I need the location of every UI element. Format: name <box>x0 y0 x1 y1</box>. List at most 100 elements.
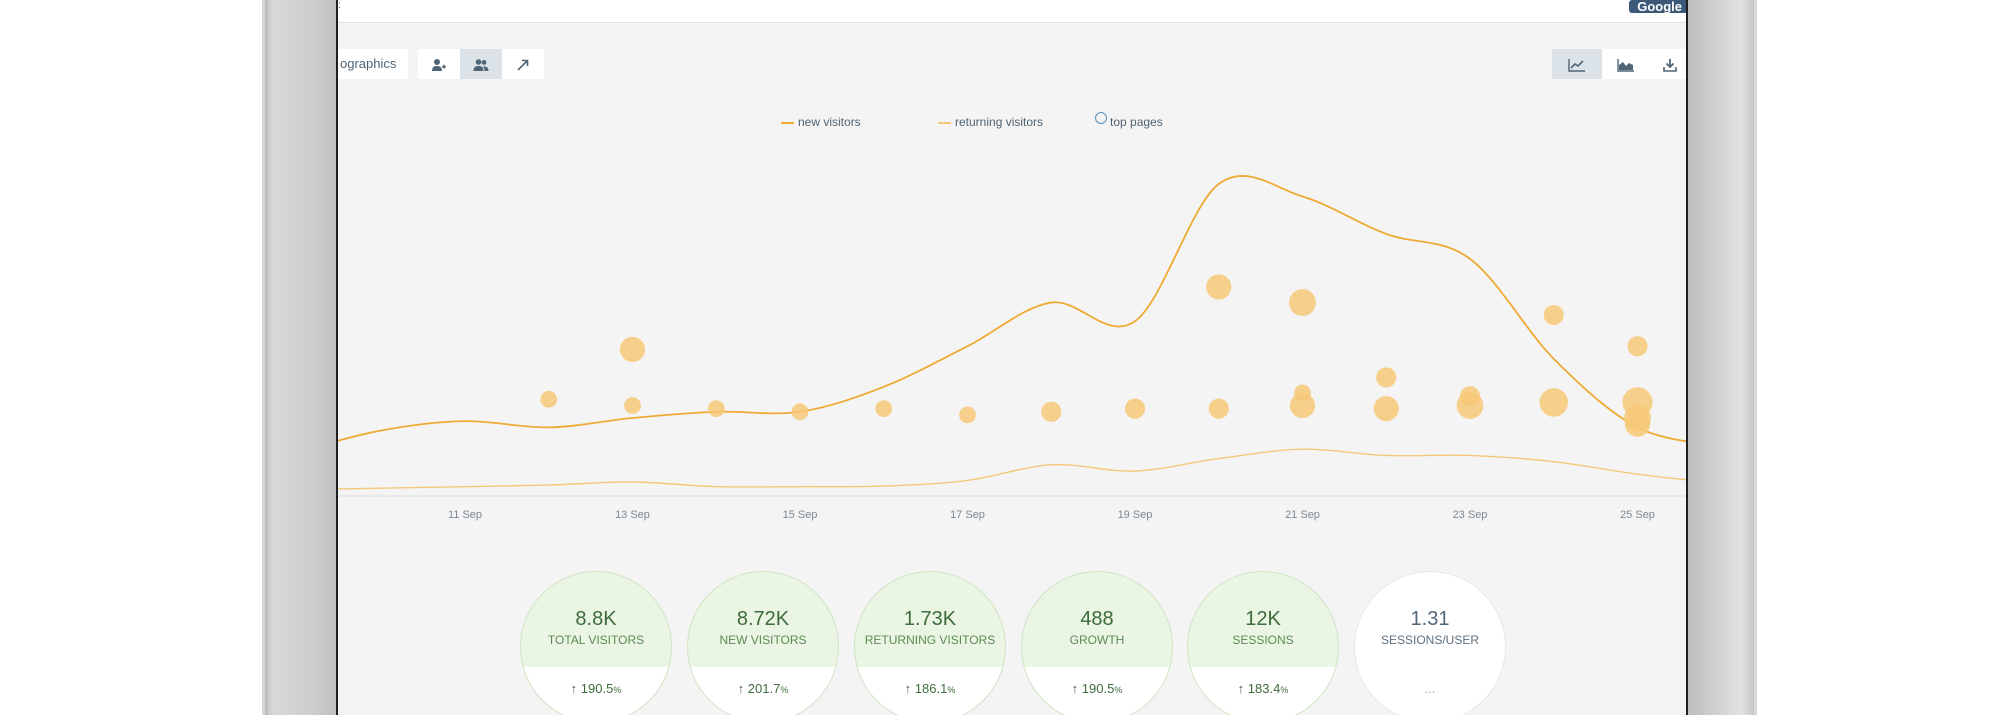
stat-returning-visitors: 1.73K Returning Visitors ↑ 186.1% <box>854 571 1006 715</box>
stat-growth: 488 Growth ↑ 190.5% <box>1021 571 1173 715</box>
legend-top-label: top pages <box>1110 115 1163 129</box>
new-visitors-line <box>338 175 1686 443</box>
legend-line-marker <box>938 121 951 124</box>
stat-change-value: 183.4 <box>1247 681 1281 696</box>
stat-label: Total Visitors <box>547 633 645 647</box>
download-icon <box>1663 56 1677 72</box>
growth-button[interactable] <box>502 49 544 79</box>
stat-label: Sessions/User <box>1380 633 1480 647</box>
users-icon <box>473 56 489 71</box>
x-tick-label: 15 Sep <box>783 509 818 521</box>
top-pages-bubble <box>1376 367 1397 388</box>
top-pages-bubble <box>959 406 976 424</box>
line-chart-button[interactable] <box>1552 49 1602 79</box>
stat-value: 8.8K <box>575 608 617 630</box>
visitors-chart: 11 Sep 13 Sep 15 Sep 17 Sep 19 Sep 21 Sep 23 S… <box>338 175 1686 521</box>
stat-change-value: 186.1 <box>914 681 948 696</box>
legend-top-pages[interactable]: top pages <box>1095 112 1163 130</box>
legend-circle-marker <box>1095 112 1107 124</box>
top-pages-bubble <box>791 403 809 421</box>
top-pages-bubble <box>1627 336 1648 357</box>
brand-badge: Google <box>1629 0 1686 13</box>
stat-change: ↑ 183.4% <box>1237 681 1289 696</box>
browser-top-bar: : Google <box>338 0 1686 23</box>
top-pages-bubble <box>1624 411 1651 437</box>
x-tick-label: 13 Sep <box>615 509 650 521</box>
legend-returning-visitors[interactable]: returning visitors <box>938 114 1043 130</box>
area-chart-button[interactable] <box>1602 49 1650 79</box>
stat-bottom-band <box>1355 667 1505 715</box>
laptop-screen: : Google ographics <box>336 0 1688 715</box>
top-pages-bubble <box>1041 401 1062 422</box>
add-user-icon <box>431 56 447 71</box>
new-users-button[interactable] <box>418 49 460 79</box>
top-pages-bubble <box>1456 392 1484 419</box>
top-pages-bubble <box>875 400 893 418</box>
corner-mark: : <box>338 0 341 11</box>
x-tick-label: 19 Sep <box>1118 509 1153 521</box>
stat-bottom-band <box>855 667 1005 715</box>
stat-change-unit: % <box>947 685 956 695</box>
area-chart-icon <box>1617 56 1635 72</box>
top-pages-bubble <box>1289 392 1316 419</box>
stat-value: 488 <box>1080 608 1114 630</box>
x-tick-label: 23 Sep <box>1453 509 1488 521</box>
top-pages-bubble <box>707 400 725 418</box>
x-tick-label: 11 Sep <box>448 509 482 521</box>
legend-new-label: new visitors <box>798 115 861 129</box>
stat-label: Returning Visitors <box>864 633 996 647</box>
stat-change-value: ... <box>1424 681 1436 696</box>
top-pages-bubble <box>540 390 558 408</box>
legend-line-marker <box>781 121 794 124</box>
all-users-button[interactable] <box>460 49 502 79</box>
stat-sessions-per-user: 1.31 Sessions/User ... <box>1354 571 1506 715</box>
stat-change-value: 190.5 <box>1081 681 1115 696</box>
stat-change: ↑ 186.1% <box>904 681 956 696</box>
laptop-bezel-right <box>1688 0 1757 715</box>
legend-new-visitors[interactable]: new visitors <box>781 114 861 130</box>
stat-change: ↑ 201.7% <box>737 681 789 696</box>
line-chart-icon <box>1568 56 1586 72</box>
stat-label: Sessions <box>1232 633 1294 647</box>
stat-change-unit: % <box>1280 685 1289 695</box>
stat-change-unit: % <box>613 685 622 695</box>
stat-new-visitors: 8.72K New Visitors ↑ 201.7% <box>687 571 839 715</box>
stat-change-value: 190.5 <box>580 681 614 696</box>
stat-label: Growth <box>1069 633 1125 647</box>
stat-change-unit: % <box>780 685 789 695</box>
top-pages-bubble <box>1539 388 1569 417</box>
top-pages-bubble <box>1208 398 1229 419</box>
stat-value: 8.72K <box>736 608 790 630</box>
top-pages-bubble <box>619 336 646 362</box>
x-tick-label: 17 Sep <box>950 509 985 521</box>
stat-change: ↑ 190.5% <box>570 681 622 696</box>
stat-change-unit: % <box>1114 685 1123 695</box>
x-tick-label: 21 Sep <box>1285 509 1320 521</box>
stat-total-visitors: 8.8K Total Visitors ↑ 190.5% <box>520 571 672 715</box>
x-tick-label: 25 Sep <box>1620 509 1655 521</box>
download-button[interactable] <box>1650 49 1686 79</box>
stat-change: ↑ 190.5% <box>1071 681 1123 696</box>
laptop-bezel-left <box>262 0 339 715</box>
stat-bottom-band <box>688 667 838 715</box>
stat-bottom-band <box>521 667 671 715</box>
stat-value: 1.73K <box>903 608 957 630</box>
stat-change: ... <box>1355 681 1505 696</box>
demographics-button[interactable]: ographics <box>338 49 408 79</box>
top-pages-bubble <box>1543 304 1564 326</box>
trend-arrow-icon <box>516 56 530 71</box>
top-pages-bubble <box>1289 289 1316 316</box>
stat-bottom-band <box>1022 667 1172 715</box>
top-pages-bubble <box>1206 274 1232 300</box>
stat-bottom-band <box>1188 667 1338 715</box>
demographics-label: ographics <box>340 56 397 71</box>
stat-label: New Visitors <box>719 633 807 647</box>
top-pages-bubble <box>1124 398 1146 419</box>
top-pages-bubble <box>624 397 641 414</box>
returning-visitors-line <box>338 448 1686 490</box>
stat-sessions: 12K Sessions ↑ 183.4% <box>1187 571 1339 715</box>
stat-value: 12K <box>1245 608 1281 630</box>
stat-change-value: 201.7 <box>747 681 781 696</box>
legend-returning-label: returning visitors <box>955 115 1044 129</box>
